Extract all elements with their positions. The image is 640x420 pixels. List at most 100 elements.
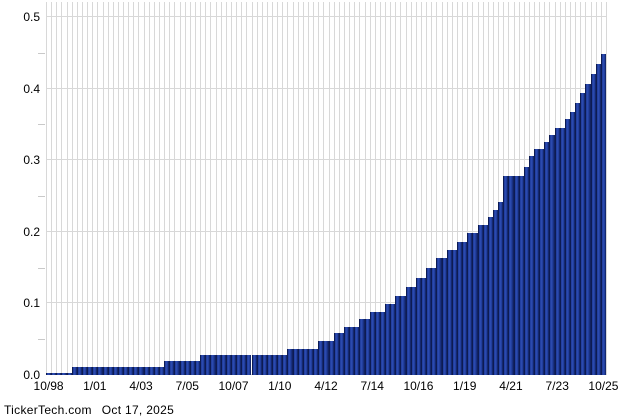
bar xyxy=(148,367,154,375)
bar xyxy=(472,233,478,375)
vertical-gridline xyxy=(308,2,310,375)
bar xyxy=(498,201,504,375)
vertical-gridline xyxy=(107,2,109,375)
vertical-gridline xyxy=(51,2,53,375)
vertical-gridline xyxy=(282,2,284,375)
bar xyxy=(518,175,524,375)
vertical-gridline xyxy=(374,2,376,375)
vertical-gridline xyxy=(61,2,63,375)
vertical-gridline xyxy=(421,2,423,375)
bar xyxy=(174,361,180,375)
vertical-gridline xyxy=(477,2,479,375)
bar xyxy=(482,225,488,375)
bar xyxy=(323,341,329,375)
bar xyxy=(354,327,360,375)
vertical-gridline xyxy=(482,2,484,375)
vertical-gridline xyxy=(261,2,263,375)
vertical-gridline xyxy=(379,2,381,375)
vertical-gridline xyxy=(143,2,145,375)
bar xyxy=(266,354,273,375)
bar xyxy=(333,333,339,375)
bar xyxy=(441,258,447,375)
vertical-gridline xyxy=(246,2,248,375)
bar xyxy=(76,367,82,375)
bar xyxy=(390,304,396,375)
vertical-gridline xyxy=(354,2,356,375)
bar xyxy=(349,327,355,375)
bar xyxy=(194,361,201,375)
vertical-gridline xyxy=(117,2,119,375)
vertical-gridline xyxy=(333,2,335,375)
bar xyxy=(534,149,540,375)
bar xyxy=(523,167,529,375)
bar xyxy=(107,367,113,375)
vertical-gridline xyxy=(328,2,330,375)
vertical-gridline xyxy=(153,2,155,375)
bar xyxy=(544,141,550,375)
vertical-gridline xyxy=(441,2,443,375)
bar xyxy=(138,367,144,375)
bar xyxy=(431,268,437,375)
vertical-gridline xyxy=(349,2,351,375)
x-tick-label: 10/07 xyxy=(218,379,249,393)
bar xyxy=(287,348,293,375)
bar xyxy=(549,135,555,375)
vertical-gridline xyxy=(369,2,371,375)
bar xyxy=(318,341,324,375)
vertical-gridline xyxy=(97,2,99,375)
x-tick-label: 1/10 xyxy=(268,379,292,393)
bar xyxy=(313,348,319,375)
vertical-gridline xyxy=(225,2,227,375)
y-minor-tick xyxy=(38,196,45,197)
bar xyxy=(457,241,463,375)
bar xyxy=(508,175,514,375)
bar xyxy=(71,367,77,375)
bar xyxy=(585,83,591,375)
x-tick-label: 10/98 xyxy=(33,379,64,393)
vertical-gridline xyxy=(426,2,428,375)
vertical-gridline xyxy=(81,2,83,375)
bar xyxy=(328,341,334,375)
vertical-gridline xyxy=(220,2,222,375)
vertical-gridline xyxy=(390,2,392,375)
bar xyxy=(395,296,401,375)
vertical-gridline xyxy=(297,2,299,375)
horizontal-gridline xyxy=(46,159,606,161)
vertical-gridline xyxy=(123,2,125,375)
y-tick-label: 0.3 xyxy=(23,153,40,168)
vertical-gridline xyxy=(138,2,140,375)
vertical-gridline xyxy=(205,2,207,375)
vertical-gridline xyxy=(92,2,94,375)
vertical-gridline xyxy=(364,2,366,375)
bar xyxy=(205,354,211,375)
y-tick-label: 0.2 xyxy=(23,224,40,239)
bar xyxy=(87,367,93,375)
bar xyxy=(590,74,596,375)
bar xyxy=(241,354,247,375)
bar xyxy=(292,348,298,375)
bar xyxy=(164,361,170,375)
vertical-gridline xyxy=(492,2,494,375)
bar xyxy=(467,233,473,375)
bar xyxy=(61,372,67,375)
bar xyxy=(451,249,457,375)
bar xyxy=(343,327,350,375)
horizontal-gridline xyxy=(46,16,606,17)
bar xyxy=(575,102,581,375)
x-tick-label: 10/25 xyxy=(588,379,619,393)
bar xyxy=(282,354,288,375)
plot-area xyxy=(46,2,607,375)
vertical-gridline xyxy=(251,2,253,375)
vertical-gridline xyxy=(457,2,458,375)
bar xyxy=(462,241,468,375)
vertical-gridline xyxy=(215,2,217,375)
y-minor-tick xyxy=(38,124,45,126)
bar xyxy=(580,92,586,375)
vertical-gridline xyxy=(112,2,114,375)
bar xyxy=(246,354,252,375)
bar xyxy=(297,348,303,375)
vertical-gridline xyxy=(87,2,89,375)
bar xyxy=(66,372,72,375)
bar xyxy=(477,225,483,375)
x-tick-label: 4/21 xyxy=(499,379,523,393)
